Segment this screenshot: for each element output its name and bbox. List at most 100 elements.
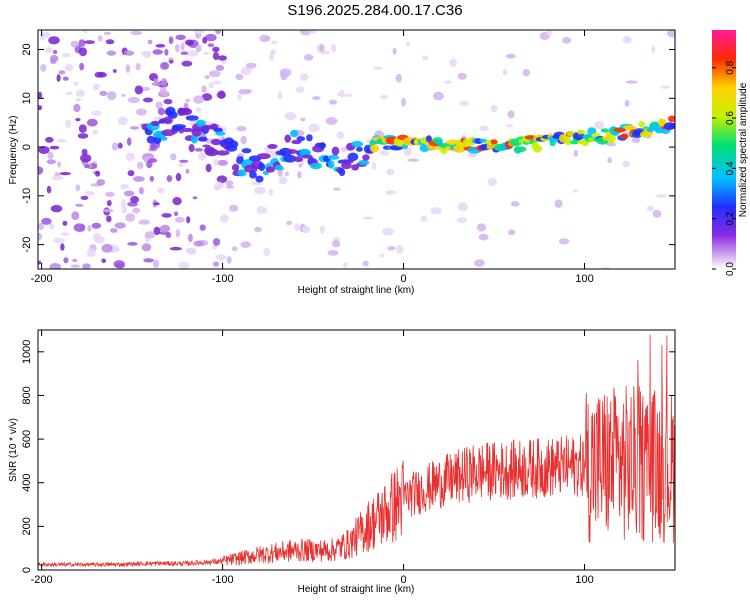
- noise-speck: [102, 208, 114, 213]
- ridge-blob: [265, 166, 275, 173]
- noise-speck: [561, 37, 572, 44]
- noise-speck: [135, 62, 141, 71]
- noise-speck: [73, 103, 81, 113]
- noise-speck: [505, 53, 517, 59]
- noise-speck: [175, 229, 181, 238]
- noise-speck: [72, 258, 78, 263]
- ridge-blob: [638, 120, 646, 128]
- ridge-blob: [341, 162, 352, 170]
- ridge-blob: [160, 136, 168, 141]
- noise-speck: [106, 215, 112, 223]
- noise-speck: [175, 173, 182, 182]
- noise-speck: [325, 117, 338, 125]
- noise-speck: [299, 73, 309, 81]
- noise-speck: [217, 55, 227, 61]
- noise-speck: [80, 195, 89, 200]
- noise-speck: [379, 253, 385, 258]
- ridge-blob: [310, 162, 322, 170]
- noise-speck: [395, 73, 402, 83]
- noise-speck: [71, 211, 80, 221]
- ridge-blob: [294, 156, 303, 163]
- colorbar-tick-label: 0.8: [725, 60, 736, 74]
- ridge-blob: [237, 169, 247, 177]
- x-tick-label: 100: [575, 574, 593, 586]
- noise-speck: [155, 44, 166, 48]
- noise-speck: [186, 247, 197, 255]
- noise-speck: [240, 66, 252, 76]
- noise-speck: [101, 258, 106, 264]
- noise-speck: [194, 148, 203, 152]
- noise-speck: [172, 197, 182, 206]
- noise-speck: [631, 137, 641, 143]
- noise-speck: [277, 91, 283, 100]
- noise-speck: [117, 142, 123, 149]
- noise-speck: [64, 63, 74, 72]
- ridge-blob: [513, 146, 527, 153]
- y-tick-label: 600: [21, 430, 33, 448]
- ridge-blob: [624, 125, 637, 131]
- noise-speck: [245, 62, 257, 69]
- ridge-blob: [213, 127, 223, 133]
- colorbar-tick-label: 0.0: [725, 262, 736, 276]
- noise-speck: [226, 256, 232, 264]
- ridge-blob: [490, 139, 498, 145]
- noise-speck: [188, 144, 195, 152]
- noise-speck: [117, 116, 128, 126]
- y-tick-label: 1000: [21, 340, 33, 364]
- noise-speck: [217, 159, 228, 166]
- noise-speck: [622, 35, 632, 44]
- noise-speck: [387, 246, 396, 251]
- spectrogram-xlabel: Height of straight line (km): [298, 285, 415, 296]
- noise-speck: [215, 64, 225, 71]
- noise-speck: [157, 187, 165, 194]
- noise-speck: [75, 118, 81, 122]
- noise-speck: [487, 177, 497, 187]
- noise-speck: [208, 70, 221, 78]
- noise-speck: [213, 238, 221, 246]
- ridge-blob: [667, 115, 675, 123]
- noise-speck: [300, 117, 306, 122]
- noise-speck: [201, 93, 213, 101]
- noise-speck: [130, 196, 140, 203]
- noise-speck: [213, 158, 219, 166]
- noise-speck: [91, 110, 102, 116]
- ridge-blob: [160, 117, 172, 124]
- noise-speck: [660, 85, 670, 89]
- noise-speck: [457, 73, 467, 80]
- noise-speck: [161, 78, 168, 87]
- ridge-blob: [351, 140, 364, 148]
- ridge-blob: [215, 131, 226, 136]
- noise-speck: [46, 159, 56, 165]
- noise-speck: [312, 96, 321, 101]
- ridge-blob: [358, 159, 370, 166]
- noise-speck: [201, 85, 207, 93]
- noise-speck: [140, 50, 152, 56]
- noise-speck: [231, 246, 238, 252]
- noise-speck: [169, 246, 182, 251]
- noise-speck: [51, 175, 64, 181]
- noise-speck: [193, 240, 204, 247]
- noise-speck: [204, 75, 210, 80]
- colorbar-label: Normalized spectral amplitude: [738, 82, 749, 217]
- noise-speck: [240, 241, 251, 248]
- noise-speck: [146, 160, 153, 169]
- ridge-blob: [255, 175, 264, 183]
- noise-speck: [70, 40, 79, 48]
- y-tick-label: 800: [21, 386, 33, 404]
- noise-speck: [554, 199, 563, 208]
- noise-speck: [110, 228, 118, 233]
- noise-speck: [56, 74, 61, 82]
- noise-speck: [295, 86, 305, 93]
- noise-speck: [65, 91, 73, 96]
- noise-speck: [180, 42, 185, 51]
- noise-speck: [49, 223, 55, 230]
- noise-speck: [107, 91, 117, 101]
- noise-speck: [204, 33, 217, 42]
- noise-speck: [82, 263, 91, 269]
- noise-speck: [56, 138, 67, 143]
- noise-speck: [456, 217, 468, 224]
- noise-speck: [38, 233, 43, 241]
- noise-speck: [153, 259, 160, 268]
- noise-speck: [128, 96, 140, 104]
- ridge-blob: [369, 144, 380, 153]
